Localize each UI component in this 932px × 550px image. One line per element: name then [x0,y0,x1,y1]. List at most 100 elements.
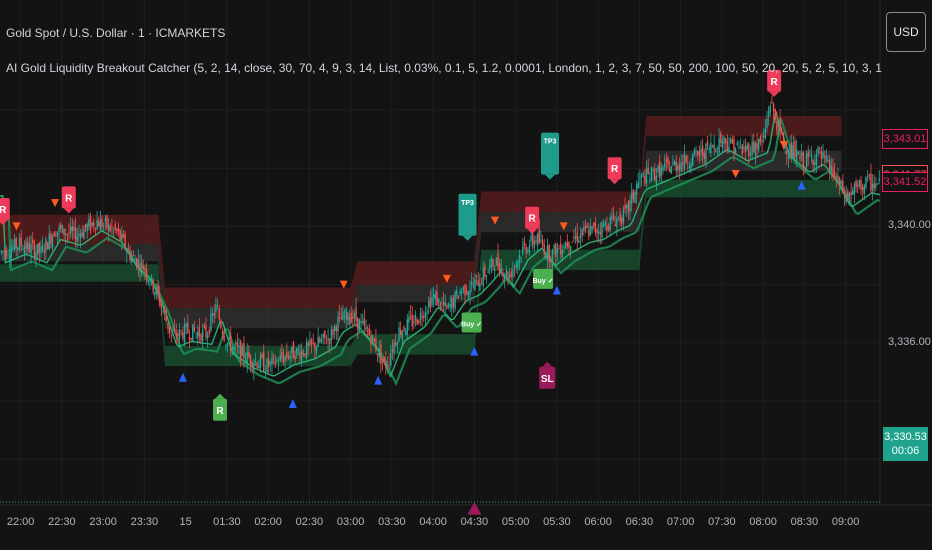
candle-body [787,156,790,159]
price-level-label: 3,343.01 [882,128,928,149]
candle-body [414,315,417,322]
signal-flag[interactable]: R [61,186,76,214]
candle-body [668,169,671,172]
flag-background [61,186,76,209]
flag-background [533,268,554,289]
candle-body [149,282,151,284]
candle-body [472,285,474,287]
candle-body [632,189,635,200]
buy-signal-box[interactable]: Buy ✓ [533,268,554,289]
indicator-title[interactable]: AI Gold Liquidity Breakout Catcher (5, 2… [6,61,882,75]
candle-body [368,327,371,336]
candle-body [551,249,554,267]
candle-body [395,342,397,345]
stop-loss-flag[interactable]: SL [539,361,556,389]
candle-body [771,101,773,103]
candle-body [238,345,240,348]
candle-body [731,139,734,144]
flag-background [525,206,540,229]
candle-body [772,103,775,112]
candle-body [852,190,854,195]
candle-body [490,258,493,267]
candle-body [835,176,837,179]
flag-label: R [216,406,224,417]
candle-body [60,224,62,229]
candle-body [857,184,859,187]
candle-body [578,240,580,243]
candle-body [413,321,415,324]
candle-body [761,140,763,142]
candle-body [824,155,826,158]
candle-body [309,340,311,346]
candle-body [393,342,395,354]
candle-body [360,321,362,323]
candle-body [550,261,552,263]
candle-body [475,274,478,277]
candle-body [794,141,796,158]
candle-body [140,260,143,268]
candle-body [289,355,291,359]
candle-body [365,327,367,330]
candle-body [670,166,672,174]
candle-body [116,228,118,232]
take-profit-flag[interactable]: TP3 [541,132,559,180]
candle-body [477,279,479,286]
candle-body [729,138,732,143]
candle-body [256,362,258,368]
flag-label: R [65,193,73,204]
signal-flag[interactable]: R [213,393,227,421]
buy-signal-box[interactable]: Buy ✓ [461,312,482,333]
candle-body [63,228,65,236]
candle-body [68,232,70,234]
candle-body [573,237,575,239]
candle-body [330,328,333,341]
candle-body [228,337,230,340]
candle-body [817,147,819,153]
candle-body [597,231,600,233]
candle-body [197,331,199,338]
candle-body [759,136,762,143]
candle-body [594,223,597,233]
candle-body [86,224,88,232]
candle-body [134,259,136,261]
candle-body [286,351,288,358]
candle-body [728,146,730,153]
signal-flag[interactable]: R [525,206,540,234]
candle-body [584,226,587,228]
candle-body [530,235,532,241]
candle-body [383,357,385,361]
buy-arrow-icon [178,372,187,382]
buy-arrow-icon [470,346,479,356]
candle-body [13,238,16,250]
candle-body [446,305,448,309]
signal-flag[interactable]: R [767,69,782,97]
candle-body [292,341,295,359]
candle-body [627,201,630,212]
candle-body [642,174,644,175]
candle-body [767,111,770,118]
candle-body [870,173,872,191]
price-tick-label: 3,336.00 [888,335,931,348]
candle-body [688,166,691,169]
candle-body [225,344,227,346]
candle-body [162,311,164,312]
candle-body [721,140,724,148]
candle-body [267,358,270,368]
signal-flag[interactable]: R [0,197,10,225]
last-price-value: 3,330.53 [884,431,927,443]
candle-body [296,348,298,356]
candle-body [546,245,549,260]
candle-body [640,174,643,178]
signal-flag[interactable]: R [607,157,622,185]
candle-body [655,175,658,185]
candle-body [329,338,331,345]
candle-body [814,162,816,166]
candle-body [305,342,308,358]
candle-body [616,218,618,228]
candle-body [700,148,702,153]
take-profit-flag[interactable]: TP3 [458,193,477,241]
candle-body [25,242,27,250]
candle-body [147,279,149,283]
currency-button[interactable]: USD [886,12,926,52]
